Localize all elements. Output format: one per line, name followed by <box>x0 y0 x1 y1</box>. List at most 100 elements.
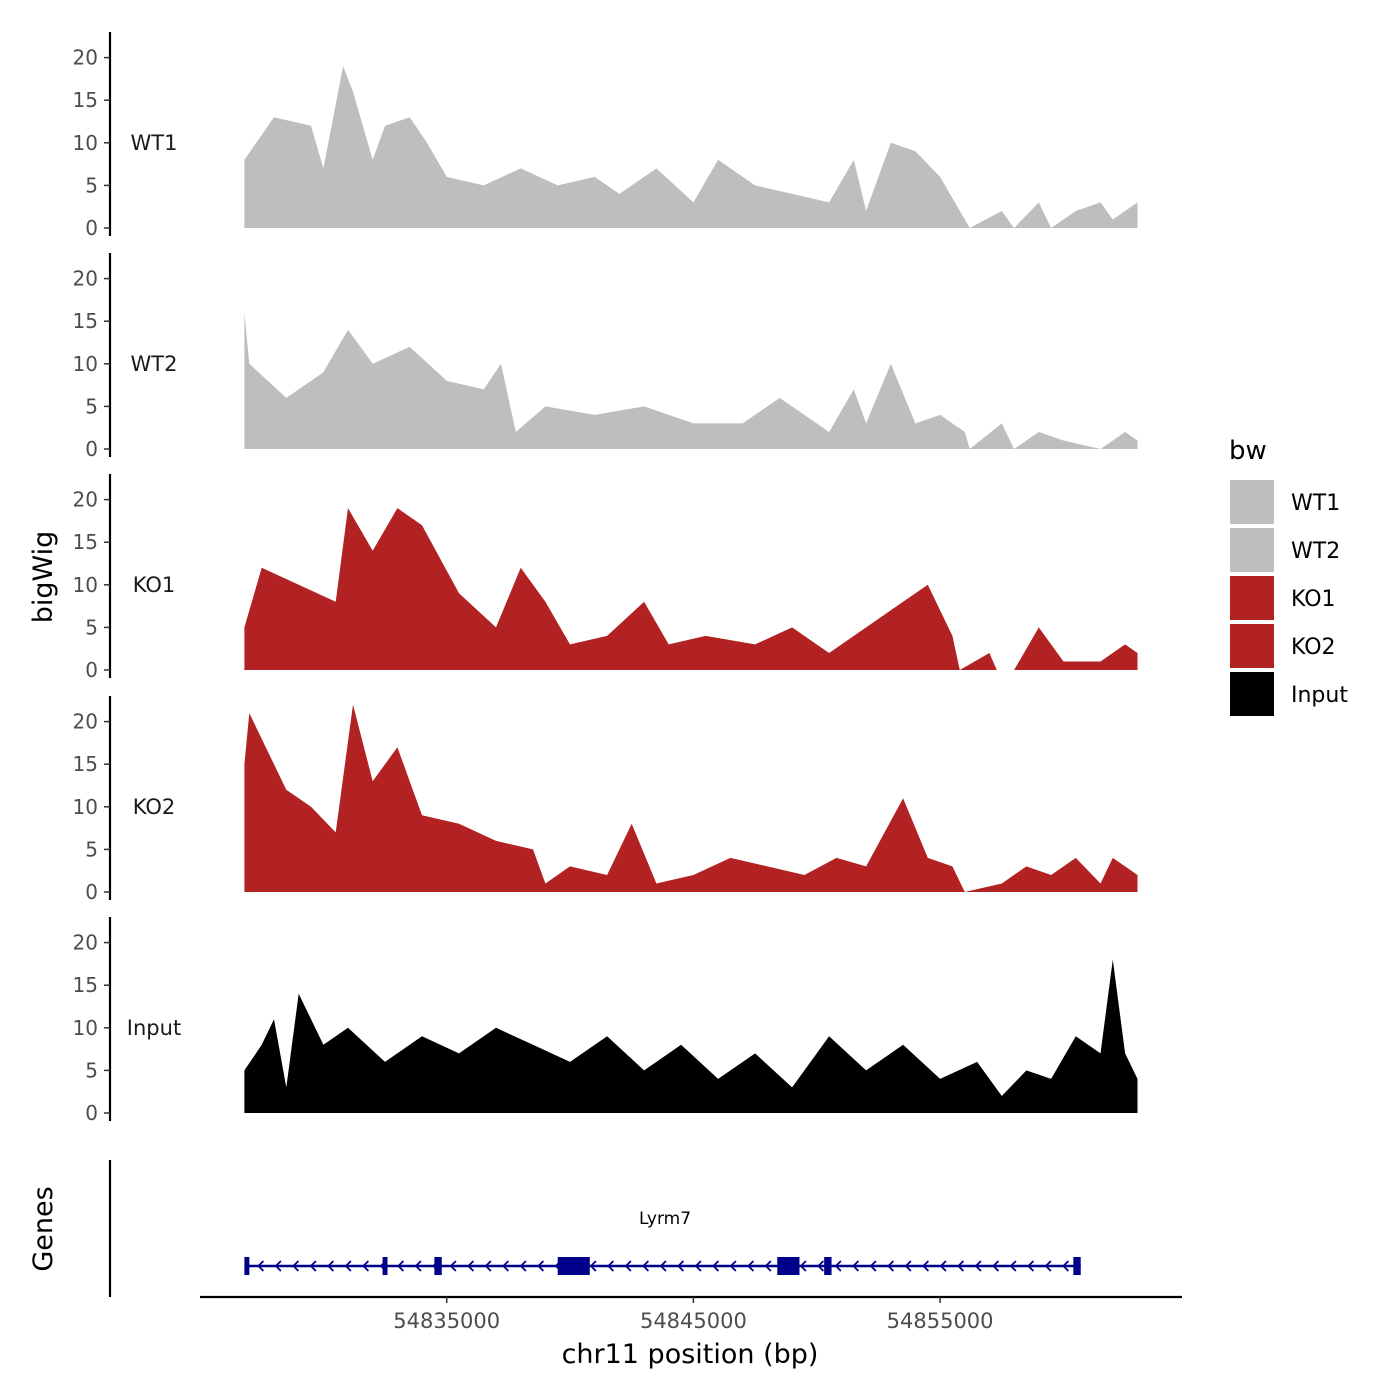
y-tick-label: 15 <box>73 530 98 554</box>
strand-arrow <box>362 1260 370 1272</box>
strand-arrow <box>274 1260 282 1272</box>
strand-arrow <box>939 1260 947 1272</box>
y-tick-label: 0 <box>85 216 98 240</box>
y-tick-label: 15 <box>73 88 98 112</box>
y-tick-label: 0 <box>85 1101 98 1125</box>
strand-arrow <box>834 1260 842 1272</box>
track-input: 0 5 10 15 20 Input <box>73 917 1138 1125</box>
track-label: KO1 <box>133 573 176 597</box>
strand-arrow <box>974 1260 982 1272</box>
track-label: WT2 <box>131 352 178 376</box>
y-tick-label: 5 <box>85 615 98 639</box>
legend: bw WT1 WT2 KO1 KO2 Input <box>1229 436 1348 716</box>
legend-key-wt1 <box>1230 480 1274 524</box>
legend-key-ko1 <box>1230 576 1274 620</box>
area-wt2 <box>244 312 1138 449</box>
strand-arrow <box>747 1260 755 1272</box>
strand-arrow <box>694 1260 702 1272</box>
y-tick-label: 20 <box>73 46 98 70</box>
strand-arrow <box>327 1260 335 1272</box>
y-tick-label: 20 <box>73 931 98 955</box>
strand-arrow <box>257 1260 265 1272</box>
y-tick-label: 0 <box>85 658 98 682</box>
legend-label-ko2: KO2 <box>1291 635 1336 660</box>
gene-exon <box>244 1257 250 1275</box>
track-label: KO2 <box>133 795 176 819</box>
y-tick-label: 20 <box>73 488 98 512</box>
strand-arrow <box>502 1260 510 1272</box>
y-axis-title: bigWig <box>28 531 59 624</box>
gene-exon <box>434 1257 442 1275</box>
y-tick-label: 20 <box>73 267 98 291</box>
track-wt2: 0 5 10 15 20 WT2 <box>73 253 1138 461</box>
strand-arrow <box>607 1260 615 1272</box>
genes-axis-title: Genes <box>28 1186 59 1271</box>
track-ko1: 0 5 10 15 20 KO1 <box>73 474 1138 682</box>
genes-track: Lyrm7 <box>108 1160 1081 1297</box>
strand-arrow <box>397 1260 405 1272</box>
y-tick-label: 0 <box>85 880 98 904</box>
gene-label: Lyrm7 <box>639 1209 691 1229</box>
y-tick-label: 5 <box>85 394 98 418</box>
x-tick-label: 54845000 <box>640 1309 747 1333</box>
track-label: WT1 <box>131 131 178 155</box>
y-tick-label: 5 <box>85 837 98 861</box>
strand-arrow <box>817 1260 825 1272</box>
strand-arrow <box>414 1260 422 1272</box>
area-ko1 <box>244 508 1138 670</box>
track-wt1: 0 5 10 15 20 WT1 <box>73 32 1138 240</box>
strand-arrow <box>642 1260 650 1272</box>
strand-arrow <box>589 1260 597 1272</box>
strand-arrow <box>922 1260 930 1272</box>
strand-arrow <box>869 1260 877 1272</box>
strand-arrow <box>1027 1260 1035 1272</box>
gene-exon <box>824 1257 832 1275</box>
strand-arrow <box>887 1260 895 1272</box>
track-ko2: 0 5 10 15 20 KO2 <box>73 696 1138 904</box>
x-tick-label: 54855000 <box>887 1309 994 1333</box>
y-tick-label: 15 <box>73 752 98 776</box>
strand-arrow <box>852 1260 860 1272</box>
y-tick-label: 15 <box>73 973 98 997</box>
gene-exon <box>1073 1257 1081 1275</box>
legend-key-wt2 <box>1230 528 1274 572</box>
y-tick-label: 20 <box>73 710 98 734</box>
strand-arrow <box>1044 1260 1052 1272</box>
legend-title: bw <box>1229 436 1267 466</box>
x-axis: 54835000 54845000 54855000 <box>200 1295 1182 1333</box>
legend-label-wt1: WT1 <box>1291 491 1340 516</box>
legend-label-ko1: KO1 <box>1291 587 1336 612</box>
strand-arrow <box>292 1260 300 1272</box>
gene-exon <box>382 1257 388 1275</box>
strand-arrow <box>659 1260 667 1272</box>
strand-arrow <box>677 1260 685 1272</box>
area-ko2 <box>244 704 1138 892</box>
gene-exon <box>777 1257 800 1275</box>
track-label: Input <box>127 1016 181 1040</box>
legend-label-input: Input <box>1291 683 1348 708</box>
x-axis-title: chr11 position (bp) <box>562 1339 819 1370</box>
legend-key-ko2 <box>1230 624 1274 668</box>
strand-arrow <box>712 1260 720 1272</box>
y-tick-label: 5 <box>85 1058 98 1082</box>
strand-arrow <box>799 1260 807 1272</box>
y-tick-label: 0 <box>85 437 98 461</box>
strand-arrow <box>624 1260 632 1272</box>
strand-arrow <box>449 1260 457 1272</box>
strand-arrow <box>467 1260 475 1272</box>
strand-arrow <box>519 1260 527 1272</box>
strand-arrow <box>1009 1260 1017 1272</box>
y-tick-label: 10 <box>73 795 98 819</box>
legend-key-input <box>1230 672 1274 716</box>
gene-exon <box>557 1257 590 1275</box>
legend-label-wt2: WT2 <box>1291 539 1340 564</box>
strand-arrow <box>729 1260 737 1272</box>
area-wt1 <box>244 66 1138 228</box>
strand-arrow <box>537 1260 545 1272</box>
y-tick-label: 5 <box>85 173 98 197</box>
y-tick-label: 10 <box>73 1016 98 1040</box>
y-tick-label: 10 <box>73 352 98 376</box>
y-tick-label: 10 <box>73 131 98 155</box>
strand-arrow <box>484 1260 492 1272</box>
strand-arrow <box>1062 1260 1070 1272</box>
